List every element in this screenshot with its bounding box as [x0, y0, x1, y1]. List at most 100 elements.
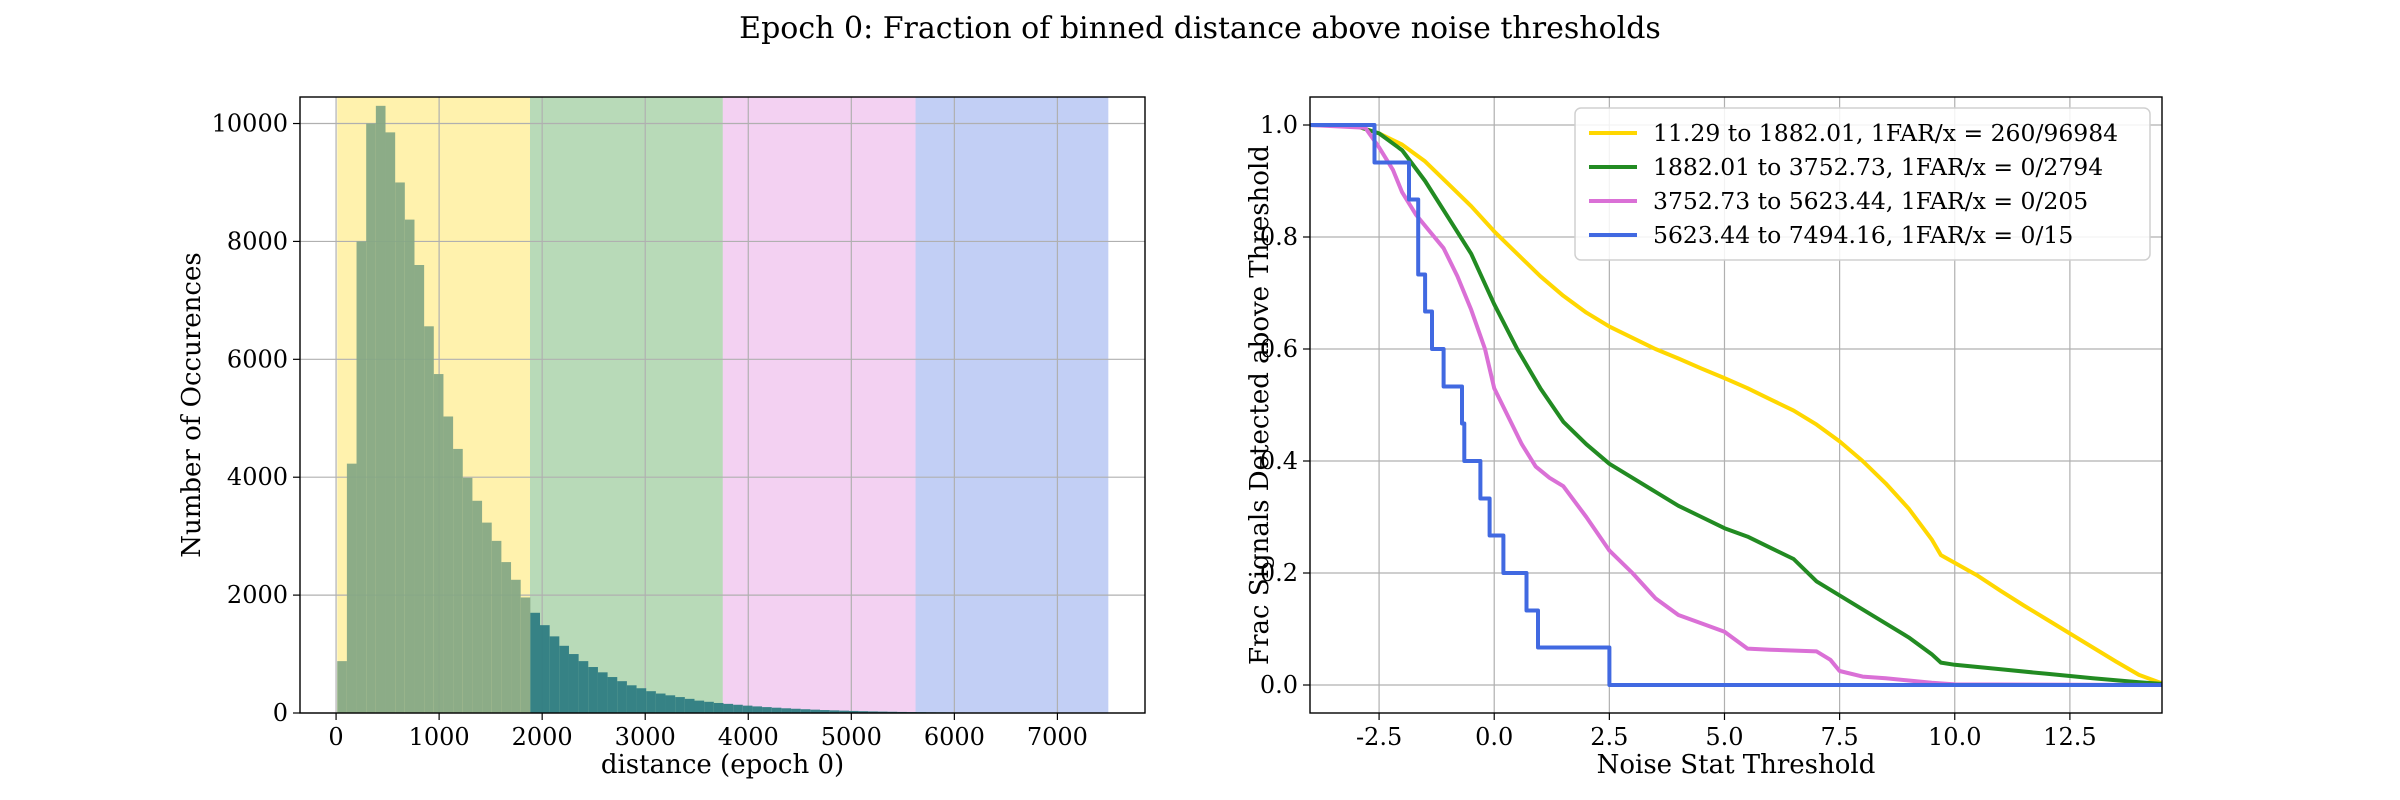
histogram-bar	[607, 677, 618, 713]
histogram-bar	[395, 182, 405, 713]
histogram-bar	[472, 500, 483, 713]
histogram-bar	[858, 711, 869, 713]
x-tick-label: -2.5	[1356, 723, 1402, 751]
histogram-bar	[520, 597, 531, 713]
histogram-bar	[501, 562, 512, 713]
series-line-1	[1310, 123, 2162, 686]
series-line-3	[1310, 123, 2162, 687]
histogram-bar	[723, 703, 734, 713]
x-tick-label: 0	[328, 723, 343, 751]
series-line-4	[1310, 123, 2162, 687]
legend-label-3: 3752.73 to 5623.44, 1FAR/x = 0/205	[1653, 187, 2088, 215]
x-tick-label: 4000	[718, 723, 779, 751]
x-axis-label: Noise Stat Threshold	[1597, 750, 1876, 780]
histogram-bar	[694, 700, 705, 713]
histogram-bar	[443, 416, 454, 713]
histogram-bar	[684, 698, 695, 713]
histogram-bar	[762, 707, 772, 713]
histogram-bar	[868, 711, 878, 713]
region-band-3	[722, 97, 916, 713]
histogram-bar	[482, 522, 492, 713]
histogram-bar	[848, 710, 859, 713]
histogram-bar	[655, 693, 666, 713]
y-tick-label: 4000	[227, 463, 288, 491]
legend-label-1: 11.29 to 1882.01, 1FAR/x = 260/96984	[1653, 119, 2118, 147]
histogram-bar	[597, 672, 608, 713]
legend-label-2: 1882.01 to 3752.73, 1FAR/x = 0/2794	[1653, 153, 2103, 181]
y-tick-label: 6000	[227, 345, 288, 373]
x-axis-label: distance (epoch 0)	[601, 750, 844, 780]
y-tick-label: 0.6	[1260, 335, 1298, 363]
x-tick-label: 7.5	[1821, 723, 1859, 751]
histogram-bar	[559, 645, 569, 713]
y-tick-label: 0.8	[1260, 223, 1298, 251]
x-tick-label: 0.0	[1475, 723, 1513, 751]
histogram-bar	[578, 661, 589, 713]
x-tick-label: 1000	[409, 723, 470, 751]
x-tick-label: 2.5	[1590, 723, 1628, 751]
histogram-bar	[462, 477, 473, 713]
histogram-bar	[752, 706, 763, 713]
y-tick-label: 0.4	[1260, 447, 1298, 475]
series-line-2	[1310, 123, 2162, 686]
histogram-bar	[713, 702, 724, 713]
histogram-bar	[366, 123, 376, 714]
histogram-bar	[791, 708, 801, 713]
histogram-bar	[704, 701, 714, 713]
x-tick-label: 5000	[821, 723, 882, 751]
region-band-4	[915, 97, 1109, 713]
histogram-bar	[781, 708, 792, 713]
histogram-bar	[491, 540, 502, 713]
x-tick-label: 2000	[512, 723, 573, 751]
histogram-bar	[626, 685, 637, 713]
y-tick-label: 0	[273, 699, 288, 727]
histogram-bar	[877, 711, 888, 713]
histogram-bar	[810, 709, 821, 713]
y-axis-label: Frac Signals Detected above Threshold	[1245, 145, 1275, 665]
histogram-bar	[800, 709, 811, 713]
histogram-bar	[356, 241, 367, 713]
legend-box	[1574, 107, 2151, 261]
y-tick-label: 1.0	[1260, 111, 1298, 139]
histogram-bar	[829, 710, 840, 713]
histogram-bar	[675, 697, 685, 713]
histogram-bar	[771, 707, 782, 713]
histogram-bar	[346, 463, 357, 713]
histogram-bar	[742, 705, 753, 713]
histogram-bar	[375, 105, 386, 713]
histogram-bar	[568, 654, 579, 713]
y-tick-label: 0.0	[1260, 671, 1298, 699]
figure-title: Epoch 0: Fraction of binned distance abo…	[739, 11, 1661, 46]
x-tick-label: 12.5	[2043, 723, 2096, 751]
histogram-bar	[453, 448, 463, 713]
y-tick-label: 2000	[227, 581, 288, 609]
y-tick-label: 8000	[227, 227, 288, 255]
histogram-bar	[549, 636, 560, 713]
x-tick-label: 10.0	[1928, 723, 1981, 751]
legend-label-4: 5623.44 to 7494.16, 1FAR/x = 0/15	[1653, 221, 2073, 249]
histogram-bar	[337, 661, 347, 713]
histogram-bar	[733, 704, 743, 713]
histogram-bar	[511, 579, 521, 713]
histogram-bar	[539, 625, 550, 713]
x-tick-label: 5.0	[1705, 723, 1743, 751]
histogram-bar	[820, 710, 830, 713]
histogram-bar	[839, 710, 849, 713]
histogram-bar	[414, 265, 425, 713]
y-tick-label: 10000	[212, 110, 288, 138]
detection-fraction-chart: -2.5 0.0 2.5 5.0 7.5 10.0 12.5 0.0 0.2 0.4 0.6 0.8 1…	[1245, 96, 2163, 780]
x-tick-label: 3000	[615, 723, 676, 751]
y-tick-label: 0.2	[1260, 559, 1298, 587]
histogram-bar	[433, 374, 444, 713]
histogram-bar	[636, 688, 647, 713]
histogram-bar	[646, 691, 656, 713]
legend: 11.29 to 1882.01, 1FAR/x = 260/96984 1882…	[1574, 107, 2151, 261]
region-band-2	[530, 97, 723, 713]
x-tick-label: 6000	[924, 723, 985, 751]
histogram-bar	[530, 612, 540, 713]
histogram-bar	[385, 132, 396, 714]
histogram-bar	[424, 326, 434, 713]
histogram-bar	[617, 681, 627, 713]
histogram-bar	[665, 695, 676, 713]
histogram-bar	[404, 219, 415, 713]
